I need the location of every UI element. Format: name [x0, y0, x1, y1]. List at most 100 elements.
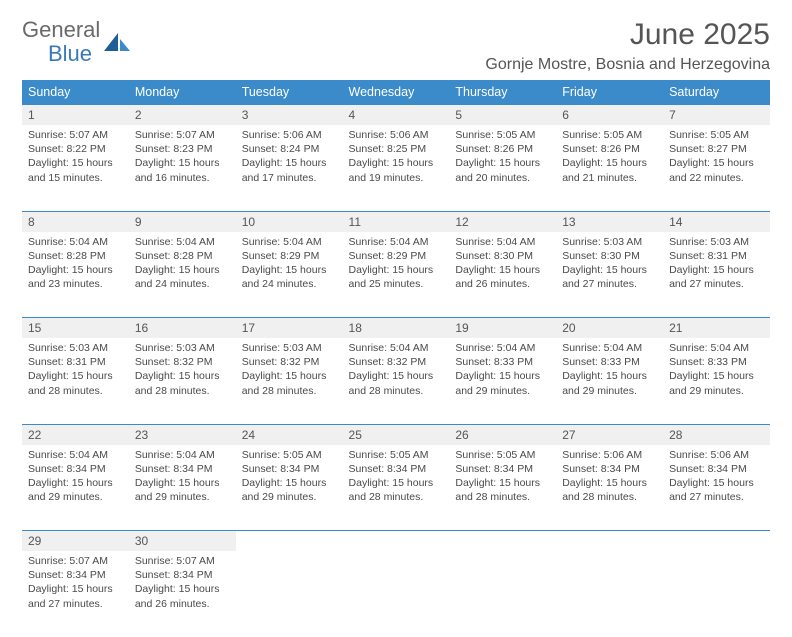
sunset-text: Sunset: 8:22 PM [28, 142, 123, 156]
sunrise-text: Sunrise: 5:04 AM [28, 235, 123, 249]
day-number: 15 [22, 318, 129, 339]
sunset-text: Sunset: 8:34 PM [28, 462, 123, 476]
weekday-header: Tuesday [236, 80, 343, 105]
day-cell [449, 551, 556, 637]
day-number: 5 [449, 105, 556, 126]
day-number: 11 [343, 211, 450, 232]
day-cell-content: Sunrise: 5:07 AMSunset: 8:34 PMDaylight:… [129, 551, 236, 617]
daylight-text-2: and 25 minutes. [349, 277, 444, 291]
weekday-header: Friday [556, 80, 663, 105]
day-number [236, 531, 343, 552]
day-cell: Sunrise: 5:04 AMSunset: 8:28 PMDaylight:… [129, 232, 236, 318]
day-cell-content: Sunrise: 5:05 AMSunset: 8:34 PMDaylight:… [236, 445, 343, 511]
daylight-text-1: Daylight: 15 hours [135, 582, 230, 596]
day-number-row: 1234567 [22, 105, 770, 126]
daylight-text-2: and 21 minutes. [562, 171, 657, 185]
daylight-text-1: Daylight: 15 hours [135, 156, 230, 170]
sunset-text: Sunset: 8:34 PM [135, 568, 230, 582]
sunrise-text: Sunrise: 5:04 AM [135, 235, 230, 249]
sunset-text: Sunset: 8:29 PM [349, 249, 444, 263]
daylight-text-1: Daylight: 15 hours [28, 369, 123, 383]
daylight-text-2: and 27 minutes. [669, 490, 764, 504]
day-cell-content: Sunrise: 5:06 AMSunset: 8:25 PMDaylight:… [343, 125, 450, 191]
sunset-text: Sunset: 8:24 PM [242, 142, 337, 156]
daylight-text-2: and 24 minutes. [242, 277, 337, 291]
day-cell: Sunrise: 5:04 AMSunset: 8:32 PMDaylight:… [343, 338, 450, 424]
day-cell: Sunrise: 5:04 AMSunset: 8:33 PMDaylight:… [663, 338, 770, 424]
daylight-text-2: and 27 minutes. [28, 597, 123, 611]
day-cell-content: Sunrise: 5:03 AMSunset: 8:30 PMDaylight:… [556, 232, 663, 298]
sunset-text: Sunset: 8:33 PM [562, 355, 657, 369]
daylight-text-1: Daylight: 15 hours [669, 263, 764, 277]
day-cell-content: Sunrise: 5:03 AMSunset: 8:32 PMDaylight:… [236, 338, 343, 404]
day-cell: Sunrise: 5:07 AMSunset: 8:34 PMDaylight:… [22, 551, 129, 637]
daylight-text-2: and 27 minutes. [669, 277, 764, 291]
sunrise-text: Sunrise: 5:04 AM [669, 341, 764, 355]
sunset-text: Sunset: 8:31 PM [669, 249, 764, 263]
sunrise-text: Sunrise: 5:05 AM [242, 448, 337, 462]
daylight-text-1: Daylight: 15 hours [669, 156, 764, 170]
daylight-text-1: Daylight: 15 hours [135, 369, 230, 383]
sunset-text: Sunset: 8:26 PM [562, 142, 657, 156]
day-cell: Sunrise: 5:06 AMSunset: 8:34 PMDaylight:… [663, 445, 770, 531]
day-cell: Sunrise: 5:03 AMSunset: 8:31 PMDaylight:… [22, 338, 129, 424]
day-number: 9 [129, 211, 236, 232]
day-cell: Sunrise: 5:03 AMSunset: 8:32 PMDaylight:… [129, 338, 236, 424]
sunrise-text: Sunrise: 5:04 AM [242, 235, 337, 249]
sunrise-text: Sunrise: 5:04 AM [349, 235, 444, 249]
weekday-header: Sunday [22, 80, 129, 105]
day-cell-content: Sunrise: 5:04 AMSunset: 8:34 PMDaylight:… [22, 445, 129, 511]
sunset-text: Sunset: 8:34 PM [135, 462, 230, 476]
daylight-text-1: Daylight: 15 hours [562, 263, 657, 277]
day-number: 12 [449, 211, 556, 232]
sunset-text: Sunset: 8:25 PM [349, 142, 444, 156]
sunset-text: Sunset: 8:26 PM [455, 142, 550, 156]
day-number: 25 [343, 424, 450, 445]
day-number: 8 [22, 211, 129, 232]
daylight-text-1: Daylight: 15 hours [455, 369, 550, 383]
sunrise-text: Sunrise: 5:07 AM [28, 128, 123, 142]
logo-sail-icon [104, 33, 130, 51]
sunset-text: Sunset: 8:29 PM [242, 249, 337, 263]
day-cell: Sunrise: 5:04 AMSunset: 8:28 PMDaylight:… [22, 232, 129, 318]
day-number [556, 531, 663, 552]
day-number: 7 [663, 105, 770, 126]
day-cell: Sunrise: 5:04 AMSunset: 8:34 PMDaylight:… [22, 445, 129, 531]
day-content-row: Sunrise: 5:07 AMSunset: 8:34 PMDaylight:… [22, 551, 770, 637]
day-number: 1 [22, 105, 129, 126]
day-number: 13 [556, 211, 663, 232]
sunrise-text: Sunrise: 5:04 AM [349, 341, 444, 355]
day-cell: Sunrise: 5:06 AMSunset: 8:24 PMDaylight:… [236, 125, 343, 211]
daylight-text-2: and 27 minutes. [562, 277, 657, 291]
sunrise-text: Sunrise: 5:06 AM [242, 128, 337, 142]
day-cell: Sunrise: 5:03 AMSunset: 8:31 PMDaylight:… [663, 232, 770, 318]
day-cell: Sunrise: 5:07 AMSunset: 8:23 PMDaylight:… [129, 125, 236, 211]
day-cell: Sunrise: 5:05 AMSunset: 8:34 PMDaylight:… [343, 445, 450, 531]
day-cell: Sunrise: 5:04 AMSunset: 8:34 PMDaylight:… [129, 445, 236, 531]
daylight-text-1: Daylight: 15 hours [562, 156, 657, 170]
daylight-text-2: and 28 minutes. [135, 384, 230, 398]
daylight-text-2: and 28 minutes. [28, 384, 123, 398]
day-cell: Sunrise: 5:05 AMSunset: 8:26 PMDaylight:… [556, 125, 663, 211]
day-cell-content: Sunrise: 5:04 AMSunset: 8:33 PMDaylight:… [449, 338, 556, 404]
day-number [343, 531, 450, 552]
brand-text-1: General [22, 17, 100, 42]
day-number: 20 [556, 318, 663, 339]
day-cell: Sunrise: 5:04 AMSunset: 8:30 PMDaylight:… [449, 232, 556, 318]
day-number: 30 [129, 531, 236, 552]
sunset-text: Sunset: 8:34 PM [28, 568, 123, 582]
day-number-row: 891011121314 [22, 211, 770, 232]
sunrise-text: Sunrise: 5:04 AM [455, 235, 550, 249]
day-number: 14 [663, 211, 770, 232]
daylight-text-2: and 28 minutes. [562, 490, 657, 504]
day-number [663, 531, 770, 552]
sunset-text: Sunset: 8:32 PM [242, 355, 337, 369]
header: General Blue June 2025 Gornje Mostre, Bo… [22, 18, 770, 74]
daylight-text-2: and 17 minutes. [242, 171, 337, 185]
day-cell: Sunrise: 5:05 AMSunset: 8:34 PMDaylight:… [236, 445, 343, 531]
brand-text-2: Blue [22, 41, 92, 66]
sunrise-text: Sunrise: 5:07 AM [135, 128, 230, 142]
sunset-text: Sunset: 8:34 PM [669, 462, 764, 476]
day-cell: Sunrise: 5:04 AMSunset: 8:29 PMDaylight:… [236, 232, 343, 318]
location-subtitle: Gornje Mostre, Bosnia and Herzegovina [485, 56, 770, 74]
